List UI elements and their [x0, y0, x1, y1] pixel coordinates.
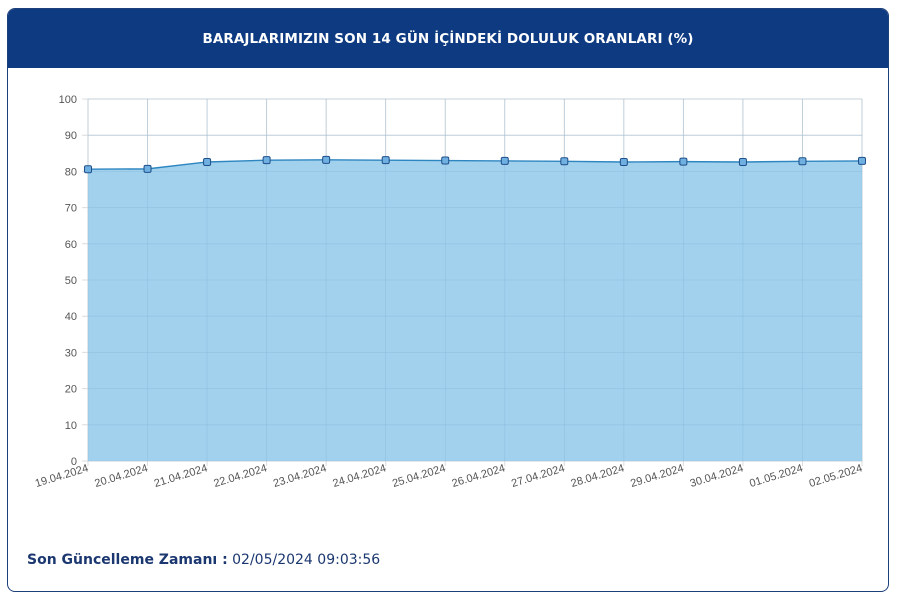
last-update-label: Son Güncelleme Zamanı : [27, 552, 228, 568]
data-point [203, 157, 212, 166]
area-fill [88, 159, 862, 461]
data-point [679, 157, 688, 166]
chart-area: 0 10 20 30 40 50 60 70 80 90 100 19.04.2024 20.04.20… [8, 68, 888, 528]
data-point [441, 156, 450, 165]
y-tick-label: 0 [71, 456, 77, 468]
card-header: BARAJLARIMIZIN SON 14 GÜN İÇİNDEKİ DOLUL… [8, 9, 888, 68]
series-line [87, 159, 863, 170]
x-tick-label: 22.04.2024 [212, 462, 268, 490]
y-tick-label: 60 [65, 239, 77, 251]
y-tick-label: 40 [65, 311, 77, 323]
x-tick-label: 30.04.2024 [689, 462, 745, 490]
y-tick-label: 30 [65, 347, 77, 359]
x-tick-label: 29.04.2024 [629, 462, 685, 490]
y-tick-label: 90 [65, 130, 77, 142]
chart-card: BARAJLARIMIZIN SON 14 GÜN İÇİNDEKİ DOLUL… [7, 8, 889, 592]
last-update: Son Güncelleme Zamanı : 02/05/2024 09:03… [27, 552, 380, 568]
data-point [322, 155, 331, 164]
x-tick-label: 28.04.2024 [570, 462, 626, 490]
data-point [798, 157, 807, 166]
data-point [262, 156, 271, 165]
x-tick-label: 02.05.2024 [808, 462, 864, 490]
y-tick-label: 20 [65, 384, 77, 396]
y-tick-label: 80 [65, 166, 77, 178]
chart-title: BARAJLARIMIZIN SON 14 GÜN İÇİNDEKİ DOLUL… [202, 30, 694, 47]
data-point [143, 164, 152, 173]
data-point [858, 156, 866, 165]
last-update-value: 02/05/2024 09:03:56 [232, 552, 381, 568]
x-tick-label: 26.04.2024 [450, 462, 506, 490]
x-tick-label: 24.04.2024 [331, 462, 387, 490]
data-point [84, 165, 92, 174]
x-tick-label: 23.04.2024 [272, 462, 328, 490]
y-tick-label: 70 [65, 203, 77, 215]
data-point [381, 156, 390, 165]
data-point [560, 157, 569, 166]
y-tick-label: 50 [65, 275, 77, 287]
area-chart: 0 10 20 30 40 50 60 70 80 90 100 19.04.2024 20.04.20… [34, 94, 866, 490]
y-tick-label: 10 [65, 420, 77, 432]
data-point [619, 157, 628, 166]
x-tick-label: 20.04.2024 [93, 462, 149, 490]
y-tick-label: 100 [59, 94, 77, 106]
x-tick-label: 01.05.2024 [748, 462, 804, 490]
x-tick-label: 21.04.2024 [153, 462, 209, 490]
data-point [738, 157, 747, 166]
x-tick-label: 27.04.2024 [510, 462, 566, 490]
data-point [500, 156, 509, 165]
x-tick-label: 19.04.2024 [34, 462, 90, 490]
x-tick-label: 25.04.2024 [391, 462, 447, 490]
